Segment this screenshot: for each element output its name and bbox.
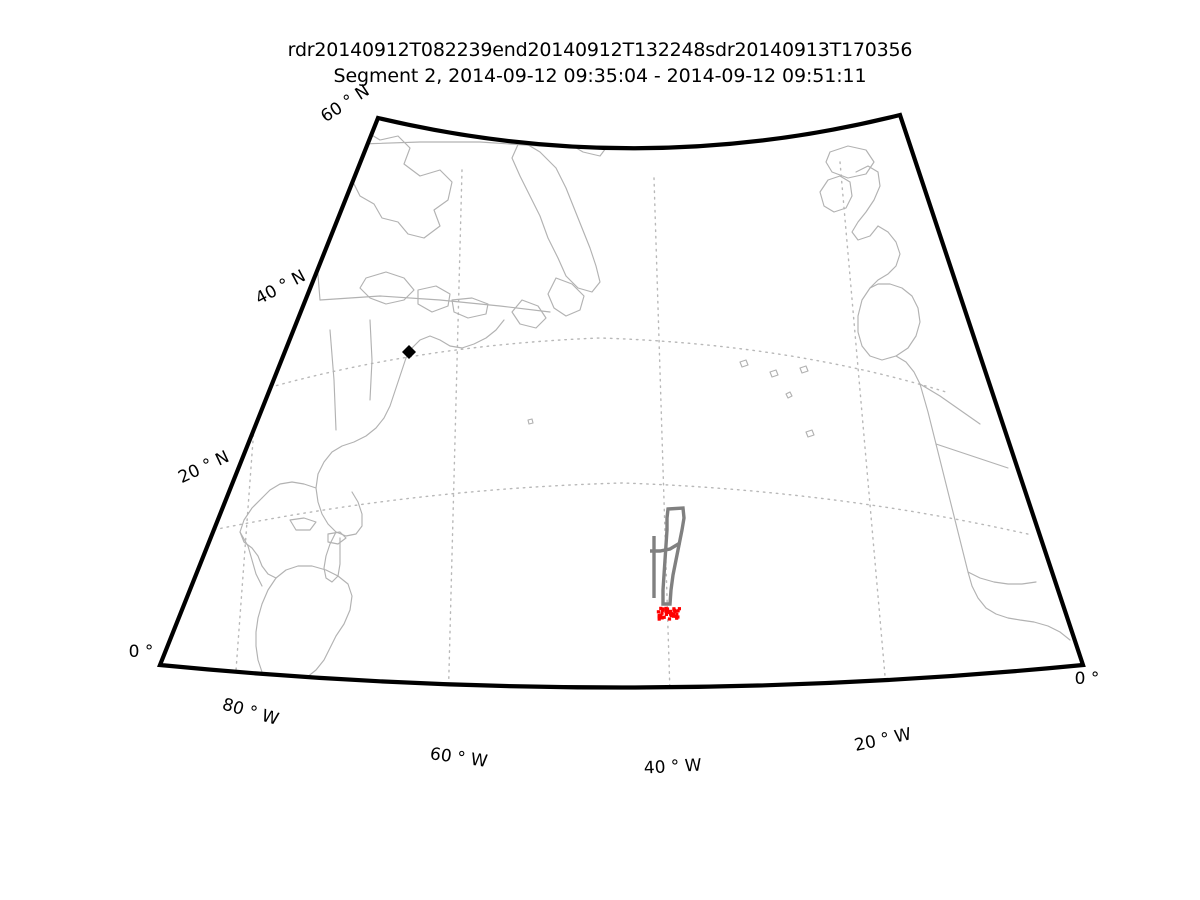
map-boundary-frame (157, 112, 1086, 690)
coastline-us-interior-1 (369, 319, 373, 401)
observation-marker (666, 610, 670, 614)
coastline-azores-1 (739, 359, 749, 368)
observation-marker (656, 610, 660, 614)
coastline-panama (239, 531, 263, 587)
coastline-hispaniola (327, 531, 347, 545)
observation-marker (671, 613, 675, 617)
coastline-west-africa (895, 355, 1071, 641)
coastline-south-america-east (275, 565, 353, 683)
observation-marker (659, 613, 663, 617)
graticule-label-longitude-2: 40 ° W (643, 755, 702, 778)
coastline-azores-2 (769, 369, 779, 378)
coastline-great-lakes-huron (417, 285, 451, 313)
coastlines (239, 127, 1071, 688)
station-marker-diamond (402, 345, 416, 359)
observation-marker (660, 616, 664, 620)
observation-marker (667, 617, 672, 621)
coastline-labrador (511, 139, 601, 293)
map-background (160, 115, 1083, 688)
graticule-label-longitude-1: 60 ° W (429, 744, 489, 772)
graticule-label-latitude-3: 0 ° (129, 642, 154, 662)
gridline-lat-40 (263, 337, 947, 393)
observation-marker (661, 608, 665, 612)
coastline-nova-scotia (511, 299, 547, 329)
granule-swath-track (650, 506, 686, 606)
graticule-label-latitude-2: 20 ° N (175, 447, 232, 488)
graticule-label-longitude-0: 80 ° W (220, 695, 281, 730)
observation-marker (669, 610, 673, 614)
coastline-us-east (315, 319, 505, 537)
gridline-lon-60 (446, 169, 463, 688)
graticule-label-latitude-1: 40 ° N (252, 266, 309, 309)
graticule-label-longitude-3: 20 ° W (853, 724, 914, 756)
observation-marker (674, 614, 678, 618)
coastline-gulf (261, 481, 317, 499)
coastline-bermuda (527, 418, 534, 425)
gridline-lat-20 (207, 482, 1033, 536)
coastline-us-canada-border (319, 295, 551, 313)
coastline-newfoundland (547, 277, 585, 317)
graticule-label-longitude-4: 0 ° (1075, 669, 1100, 689)
map-content (160, 115, 1083, 688)
coastline-great-lakes-erie (451, 297, 489, 319)
coastline-great-britain (851, 165, 881, 241)
coastline-iceland (825, 145, 875, 179)
coastline-florida (323, 531, 341, 583)
observation-marker (664, 612, 668, 616)
swath-cross-bar (650, 541, 681, 553)
gridline-lon-80 (232, 142, 276, 688)
swath-main-outline (661, 506, 686, 606)
coastline-canaries (805, 429, 815, 438)
coastline-madeira (785, 391, 793, 399)
observation-marker (658, 615, 662, 620)
coastline-guinea-coast (967, 571, 1037, 585)
observation-marker (665, 607, 670, 611)
coastline-africa-interior-1 (919, 383, 981, 425)
coastline-hudson-bay (347, 127, 453, 239)
coastline-us-interior-2 (329, 329, 337, 431)
observation-marker (673, 608, 677, 612)
graticule-gridlines (207, 142, 1033, 688)
observation-marker (659, 606, 663, 610)
observation-marker-group (656, 606, 681, 621)
coastline-cuba (289, 517, 317, 531)
coastline-africa-interior-2 (935, 443, 1009, 469)
coastline-france (869, 225, 901, 289)
observation-marker (675, 612, 679, 616)
coastline-great-lakes-superior (359, 271, 415, 305)
observation-marker (662, 615, 666, 619)
observation-marker (676, 609, 680, 613)
graticule-label-latitude-0: 60 ° N (317, 81, 373, 127)
gridline-lon-20 (839, 161, 891, 688)
observation-marker (669, 614, 674, 618)
observation-marker (660, 611, 664, 615)
coastline-azores-3 (799, 365, 809, 374)
coastline-ireland (819, 175, 853, 213)
coastline-iberia (857, 283, 921, 361)
observation-marker (677, 607, 681, 611)
